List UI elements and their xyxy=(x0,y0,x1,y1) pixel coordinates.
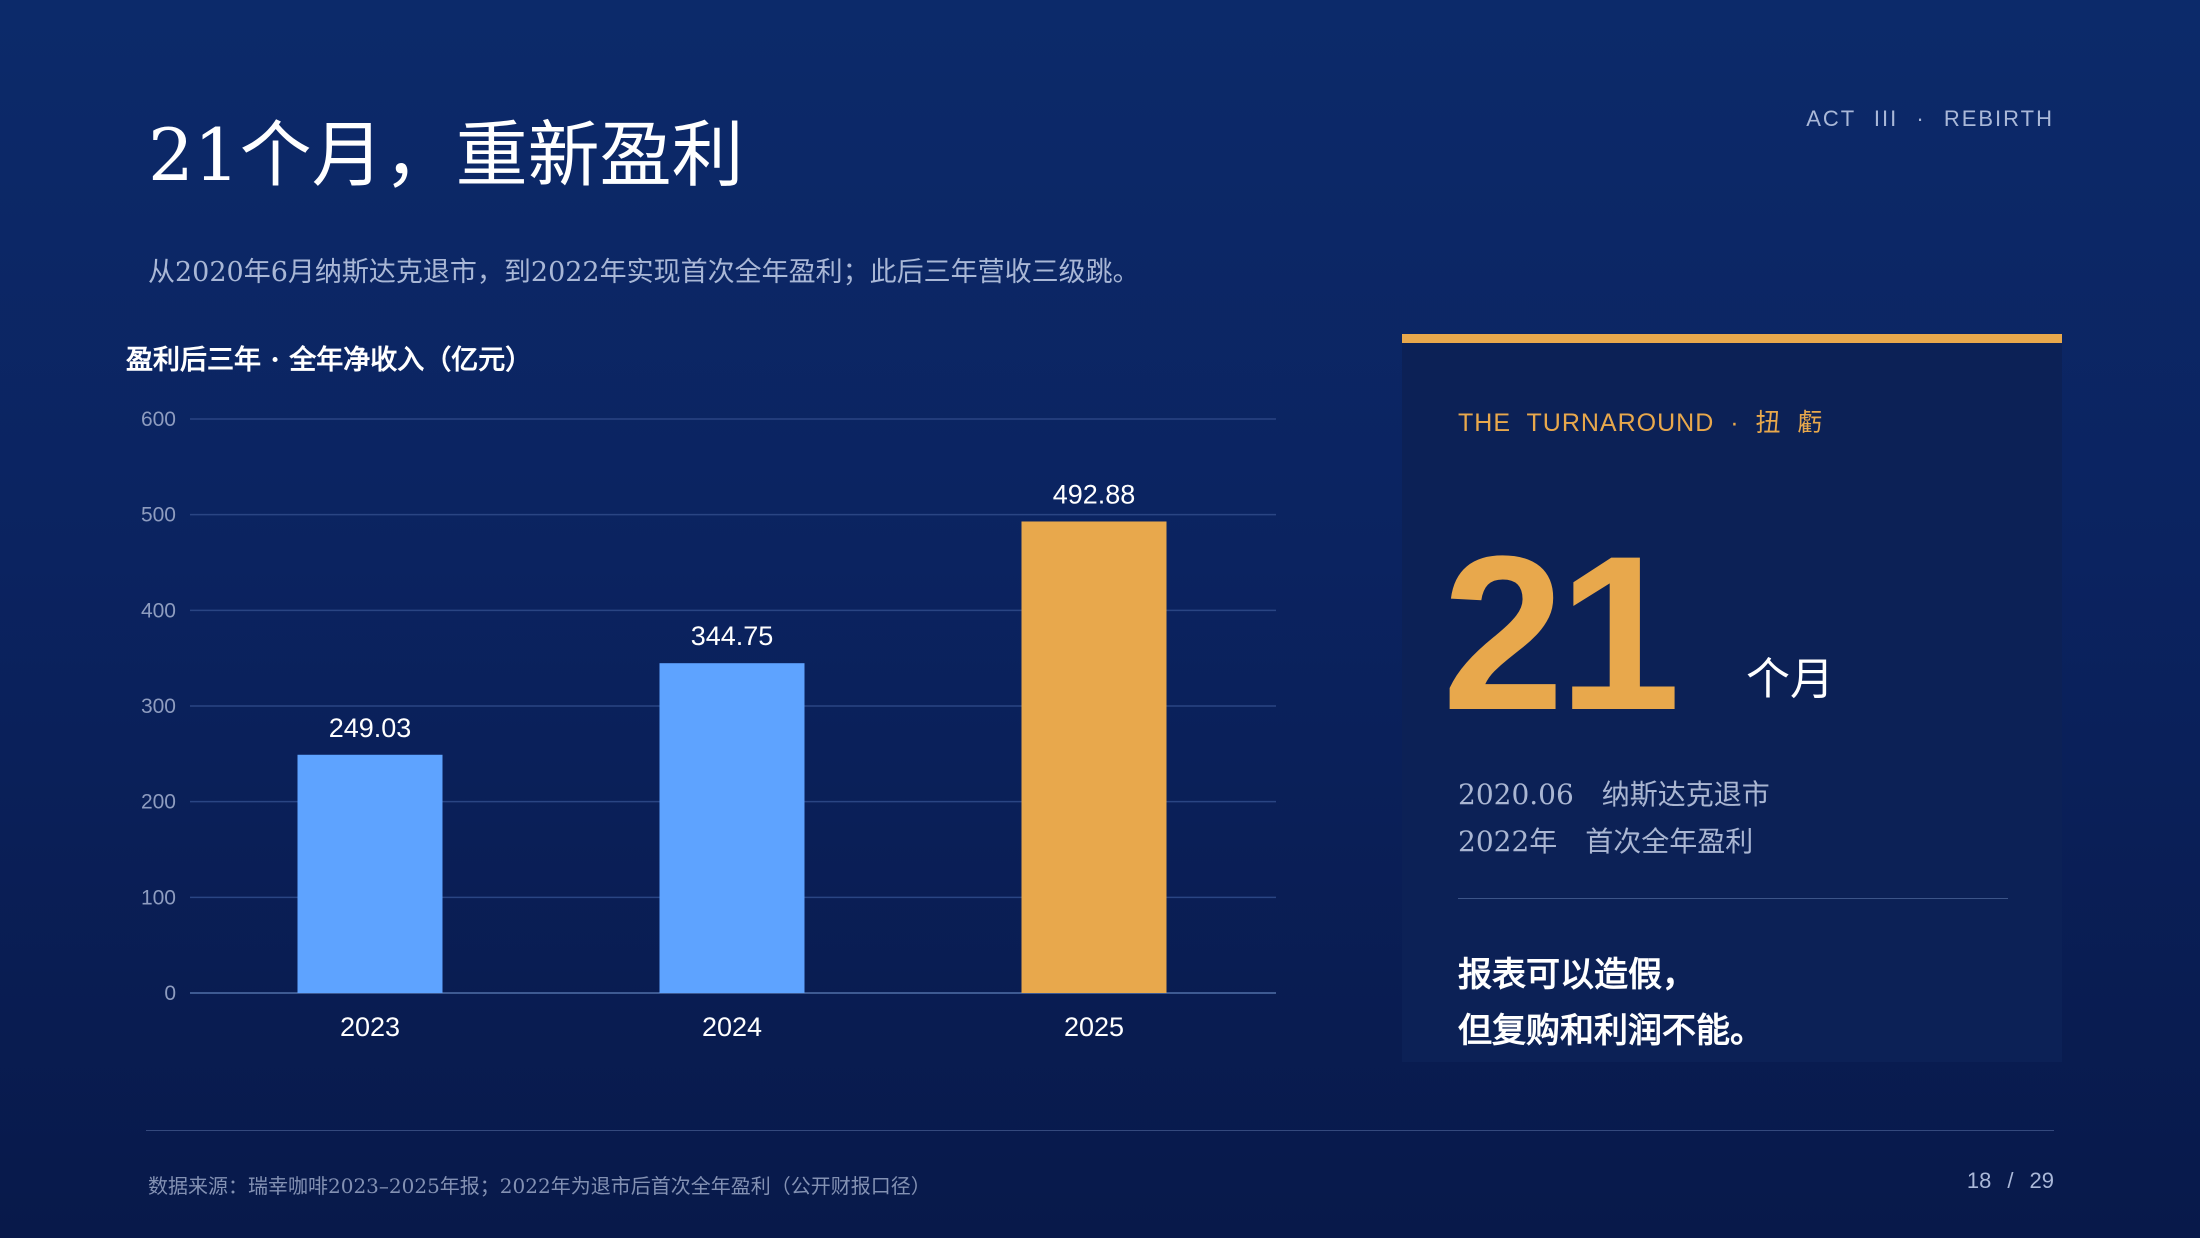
y-tick-label: 400 xyxy=(141,599,176,622)
bar-2025 xyxy=(1021,521,1167,993)
months-unit: 个月 xyxy=(1746,654,1834,705)
y-tick-label: 300 xyxy=(141,695,176,718)
page-separator: / xyxy=(2007,1168,2014,1193)
act-label: ACT III · REBIRTH xyxy=(1806,106,2054,131)
page-current: 18 xyxy=(1966,1168,1992,1193)
revenue-bar-chart: 0 100 200 300 400 500 600 249.03 2023 344.75 2024 4… xyxy=(141,408,1276,1042)
milestone-delisting: 2020.06 纳斯达克退市 xyxy=(1458,773,1770,813)
page-title: 21个月，重新盈利 xyxy=(148,113,744,197)
y-tick-label: 600 xyxy=(141,408,176,431)
quote-line-2: 但复购和利润不能。 xyxy=(1458,1011,1764,1051)
milestone-text: 纳斯达克退市 xyxy=(1601,778,1770,811)
milestone-profit: 2022年 首次全年盈利 xyxy=(1458,820,1753,860)
quote-line-1: 报表可以造假， xyxy=(1458,955,1696,995)
bar-2023 xyxy=(297,754,443,993)
page-indicator: 18 / 29 xyxy=(1967,1168,2054,1194)
data-label: 344.75 xyxy=(691,621,774,651)
y-tick-label: 0 xyxy=(164,982,176,1005)
page-subtitle: 从2020年6月纳斯达克退市，到2022年实现首次全年盈利；此后三年营收三级跳。 xyxy=(148,257,1140,288)
bar-2024 xyxy=(659,663,805,993)
footer-divider xyxy=(146,1130,2054,1131)
milestone-text: 首次全年盈利 xyxy=(1585,825,1754,858)
x-tick-label: 2023 xyxy=(340,1012,400,1042)
page-total: 29 xyxy=(2029,1168,2054,1193)
y-tick-label: 200 xyxy=(141,791,176,814)
x-tick-label: 2024 xyxy=(702,1012,762,1042)
months-number: 21 xyxy=(1442,510,1681,756)
y-tick-label: 100 xyxy=(141,886,176,909)
card-divider xyxy=(1458,898,2008,899)
data-label: 249.03 xyxy=(329,713,412,743)
milestone-date: 2022年 xyxy=(1458,825,1558,858)
chart-title: 盈利后三年 · 全年净收入（亿元） xyxy=(126,345,533,376)
turnaround-card: THE TURNAROUND · 扭 虧 21 个月 2020.06 纳斯达克退市… xyxy=(1402,334,2062,1062)
card-tag: THE TURNAROUND · 扭 虧 xyxy=(1458,409,1824,437)
x-tick-label: 2025 xyxy=(1064,1012,1124,1042)
data-source-note: 数据来源：瑞幸咖啡2023–2025年报；2022年为退市后首次全年盈利（公开财… xyxy=(148,1174,931,1198)
y-tick-label: 500 xyxy=(141,504,176,527)
milestone-date: 2020.06 xyxy=(1458,778,1574,811)
data-label: 492.88 xyxy=(1053,479,1136,509)
